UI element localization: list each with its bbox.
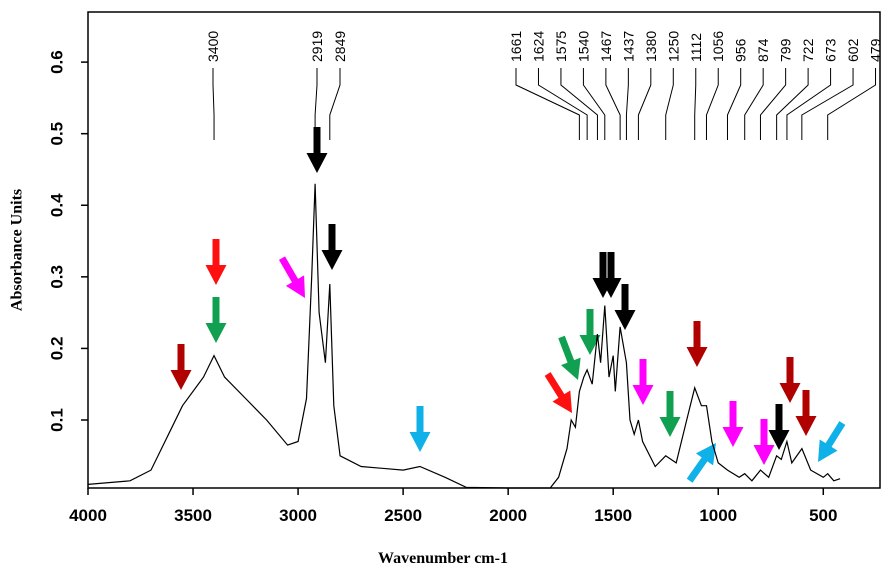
arrow [205, 239, 227, 285]
peak-label: 1437 [620, 31, 636, 62]
peak-leader [582, 68, 606, 140]
peak-leader [625, 68, 629, 140]
x-tick-label: 1000 [699, 506, 737, 525]
arrow [409, 406, 431, 452]
peak-label: 602 [845, 38, 861, 62]
y-tick-label: 0.1 [47, 408, 66, 432]
peak-label: 1056 [710, 31, 726, 62]
x-tick-label: 500 [809, 506, 837, 525]
peak-leader [759, 68, 787, 140]
peak-label: 1112 [688, 33, 704, 62]
peak-leader [637, 68, 652, 140]
x-tick-label: 2000 [489, 506, 527, 525]
y-tick-label: 0.5 [47, 122, 66, 146]
arrows [170, 127, 852, 487]
peak-label: 799 [778, 38, 794, 62]
spectrum-line [87, 183, 841, 489]
peak-label: 956 [733, 38, 749, 62]
peak-leader [827, 68, 877, 140]
arrow [795, 390, 817, 436]
peak-leader [537, 68, 588, 140]
y-axis-label: Absorbance Units [9, 189, 26, 311]
arrow [272, 252, 315, 304]
peak-leader [665, 68, 674, 140]
arrow [809, 417, 852, 468]
peak-leader [776, 68, 809, 140]
peak-leader [560, 68, 598, 140]
peak-leader [329, 68, 341, 140]
peak-leader [694, 68, 697, 140]
peak-label: 1250 [665, 31, 681, 62]
y-tick-label: 0.4 [47, 193, 66, 217]
peak-label: 1467 [598, 31, 614, 62]
arrow [779, 357, 801, 403]
x-tick-label: 3500 [174, 506, 212, 525]
y-tick-label: 0.6 [47, 50, 66, 74]
peak-leader [314, 68, 318, 140]
arrow [659, 391, 681, 437]
plot-frame [87, 11, 881, 489]
peak-label: 3400 [205, 31, 221, 62]
peak-label: 1380 [643, 31, 659, 62]
peak-leader [726, 68, 742, 140]
arrow [632, 359, 654, 405]
peak-label: 1540 [575, 31, 591, 62]
arrow [579, 309, 601, 355]
arrow [551, 333, 588, 384]
peak-label: 479 [868, 38, 884, 62]
peak-label: 1575 [553, 31, 569, 62]
x-tick-label: 1500 [594, 506, 632, 525]
arrow [170, 344, 192, 390]
arrow [614, 284, 636, 330]
peak-label: 1624 [530, 31, 546, 62]
peak-leader [605, 68, 621, 140]
peak-label: 2849 [332, 31, 348, 62]
x-tick-label: 2500 [384, 506, 422, 525]
peak-label: 673 [823, 38, 839, 62]
peak-leader [786, 68, 832, 140]
peak-leader [744, 68, 764, 140]
y-tick-label: 0.3 [47, 265, 66, 289]
arrow [753, 419, 775, 465]
peak-label: 2919 [309, 31, 325, 62]
peak-leader [705, 68, 719, 140]
arrow [722, 401, 744, 447]
peak-leader [801, 68, 854, 140]
arrow [205, 297, 227, 343]
peak-leader [515, 68, 580, 140]
peak-label: 874 [755, 38, 771, 62]
arrow [321, 224, 343, 270]
x-tick-label: 3000 [279, 506, 317, 525]
peak-label: 722 [800, 38, 816, 62]
y-tick-label: 0.2 [47, 337, 66, 361]
peak-leader [212, 68, 215, 140]
arrow [686, 321, 708, 367]
peak-label: 1661 [508, 31, 524, 62]
x-axis-label: Wavenumber cm-1 [378, 550, 508, 567]
x-tick-label: 4000 [69, 506, 107, 525]
arrow [306, 127, 328, 173]
